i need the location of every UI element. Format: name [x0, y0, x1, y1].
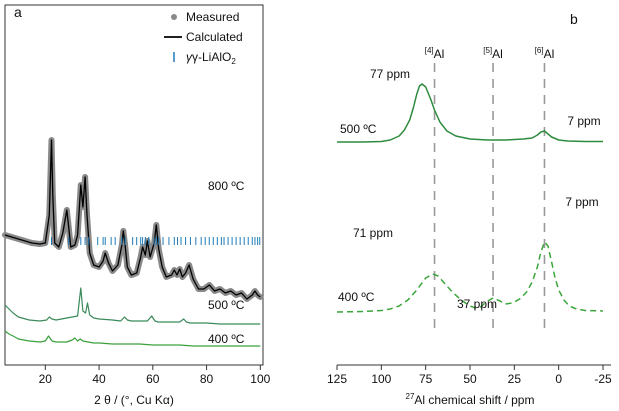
peak-labels: 77 ppm 7 ppm 71 ppm 37 ppm 7 ppm [353, 67, 601, 311]
x-tick-label-a: 20 [39, 372, 53, 386]
nmr-series-500 [337, 83, 603, 143]
site-label: [6]Al [535, 46, 555, 61]
series-400-xrd [4, 330, 261, 347]
x-tick-label-b: 125 [327, 372, 347, 386]
x-tick-label-a: 100 [250, 372, 270, 386]
peak-label: 71 ppm [353, 226, 393, 240]
x-tick-label-a: 40 [92, 372, 106, 386]
x-tick-label-a: 60 [146, 372, 160, 386]
peak-label: 7 ppm [567, 114, 600, 128]
legend-ref-text: γ-LiAlO [192, 50, 231, 64]
label-800: 800 ºC [208, 179, 245, 193]
x-axis-label-a: 2 θ / (°, Cu Kα) [94, 393, 174, 407]
legend-measured-label: Measured [186, 10, 239, 24]
panel-b-label: b [570, 11, 578, 27]
x-tick-label-b: 75 [419, 372, 433, 386]
site-label-sup: [6] [535, 46, 544, 55]
series-800-calculated [4, 139, 261, 300]
legend-ref-label: γγ-LiAlO2 [186, 50, 236, 66]
x-tick-label-a: 80 [200, 372, 214, 386]
series-500-xrd [4, 287, 261, 325]
legend-measured-marker [171, 14, 177, 20]
peak-label: 7 ppm [565, 195, 598, 209]
legend-a: Measured Calculated γγ-LiAlO2 [164, 10, 243, 66]
x-axis-label-b-sup: 27 [406, 392, 415, 401]
site-label-sup: [4] [425, 46, 434, 55]
panel-b: b [4]Al [5]Al [6]Al 125 100 75 50 25 0 -25 77 pp… [327, 11, 612, 407]
legend-ref-sub: 2 [231, 57, 236, 66]
panel-a-label: a [14, 4, 22, 20]
site-label-text: Al [492, 47, 503, 61]
site-labels: [4]Al [5]Al [6]Al [425, 46, 555, 61]
site-label-text: Al [544, 47, 555, 61]
label-400-a: 400 ºC [208, 332, 245, 346]
panel-b-x-axis: 125 100 75 50 25 0 -25 [327, 364, 612, 386]
x-tick-label-b: 50 [463, 372, 477, 386]
x-tick-label-b: 100 [371, 372, 391, 386]
site-label-sup: [5] [483, 46, 492, 55]
legend-calculated-label: Calculated [186, 30, 243, 44]
panel-a-plot [2, 137, 264, 347]
site-label: [4]Al [425, 46, 445, 61]
panel-a: a Measured Calculated γγ-LiAlO2 20 40 60 80… [2, 4, 271, 407]
panel-b-plot [336, 83, 604, 313]
x-tick-label-b: 25 [508, 372, 522, 386]
x-tick-label-b: 0 [555, 372, 562, 386]
site-guides [433, 63, 546, 335]
x-axis-label-b: 27Al chemical shift / ppm [406, 392, 535, 407]
site-label-text: Al [434, 47, 445, 61]
label-500-b: 500 ºC [340, 122, 377, 136]
x-tick-label-b: -25 [594, 372, 612, 386]
label-400-b: 400 ºC [338, 290, 375, 304]
nmr-series-400 [336, 241, 604, 313]
panel-a-frame [4, 4, 264, 366]
site-label: [5]Al [483, 46, 503, 61]
x-axis-label-b-main: Al chemical shift / ppm [414, 393, 534, 407]
peak-label: 37 ppm [457, 297, 497, 311]
label-500-a: 500 ºC [208, 298, 245, 312]
panel-a-x-axis: 20 40 60 80 100 [39, 365, 271, 386]
peak-label: 77 ppm [370, 67, 410, 81]
